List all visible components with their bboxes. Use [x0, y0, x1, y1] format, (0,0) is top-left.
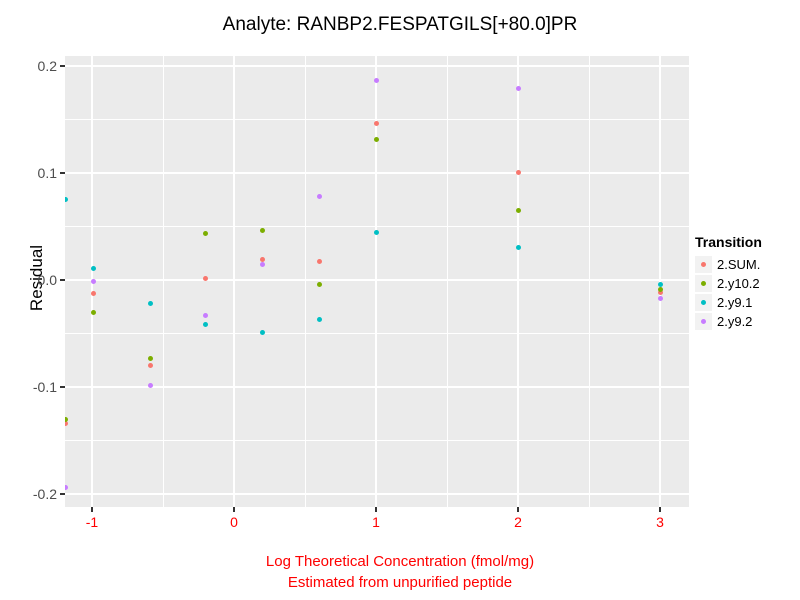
- legend-key: [695, 294, 712, 311]
- x-minor-gridline: [588, 56, 590, 507]
- y-tick-mark: [60, 279, 65, 281]
- data-point-2.SUM.: [65, 420, 68, 426]
- data-point-2.y9.1: [259, 329, 265, 335]
- data-point-2.SUM.: [90, 291, 96, 297]
- legend-dot-icon: [701, 300, 706, 305]
- data-point-2.SUM.: [259, 257, 265, 263]
- data-point-2.y9.2: [65, 485, 68, 491]
- legend-title: Transition: [695, 234, 762, 250]
- data-point-2.y9.1: [373, 230, 379, 236]
- x-minor-gridline: [304, 56, 306, 507]
- data-point-2.y10.2: [65, 416, 68, 422]
- y-minor-gridline: [65, 226, 689, 227]
- plot-panel: [65, 56, 689, 507]
- y-minor-gridline: [65, 119, 689, 120]
- data-point-2.SUM.: [373, 121, 379, 127]
- y-tick-label: 0.0: [37, 271, 57, 288]
- data-point-2.y10.2: [203, 231, 209, 237]
- y-tick-label: 0.2: [37, 57, 57, 74]
- data-point-2.y9.2: [259, 262, 265, 268]
- x-tick-label: 3: [656, 514, 664, 530]
- data-point-2.y9.2: [147, 383, 153, 389]
- data-point-2.y9.1: [515, 245, 521, 251]
- legend-row-2.y9.1: 2.y9.1: [695, 293, 762, 312]
- data-point-2.SUM.: [515, 170, 521, 176]
- legend-key: [695, 275, 712, 292]
- legend: Transition 2.SUM. 2.y10.2 2.y9.1 2.y9.2: [695, 234, 762, 331]
- data-point-2.SUM.: [203, 276, 209, 282]
- y-tick-label: -0.2: [32, 485, 57, 502]
- x-axis-title-line2: Estimated from unpurified peptide: [287, 574, 513, 591]
- y-major-gridline: [65, 386, 689, 388]
- data-point-2.y10.2: [515, 207, 521, 213]
- data-point-2.SUM.: [316, 259, 322, 265]
- y-tick-mark: [60, 493, 65, 495]
- legend-dot-icon: [701, 319, 706, 324]
- data-point-2.SUM.: [657, 290, 663, 296]
- data-point-2.y9.2: [373, 78, 379, 84]
- y-major-gridline: [65, 65, 689, 67]
- x-tick-label: 1: [372, 514, 380, 530]
- legend-dot-icon: [701, 262, 706, 267]
- x-axis-title-line1: Log Theoretical Concentration (fmol/mg): [265, 553, 535, 570]
- x-tick-mark: [517, 507, 519, 512]
- legend-row-2.SUM.: 2.SUM.: [695, 255, 762, 274]
- data-point-2.y9.1: [65, 197, 68, 203]
- x-major-gridline: [659, 56, 661, 507]
- x-tick-label: 2: [514, 514, 522, 530]
- legend-row-2.y9.2: 2.y9.2: [695, 312, 762, 331]
- data-point-2.y10.2: [373, 137, 379, 143]
- x-minor-gridline: [162, 56, 164, 507]
- data-point-2.y10.2: [657, 287, 663, 293]
- data-point-2.y9.2: [316, 193, 322, 199]
- legend-dot-icon: [701, 281, 706, 286]
- y-major-gridline: [65, 172, 689, 174]
- data-point-2.SUM.: [147, 363, 153, 369]
- x-major-gridline: [233, 56, 235, 507]
- legend-key: [695, 256, 712, 273]
- x-major-gridline: [517, 56, 519, 507]
- x-tick-label: 0: [230, 514, 238, 530]
- y-tick-label: 0.1: [37, 164, 57, 181]
- legend-items: 2.SUM. 2.y10.2 2.y9.1 2.y9.2: [695, 255, 762, 331]
- data-point-2.y9.2: [203, 312, 209, 318]
- y-tick-mark: [60, 386, 65, 388]
- x-major-gridline: [375, 56, 377, 507]
- y-minor-gridline: [65, 333, 689, 334]
- x-tick-mark: [659, 507, 661, 512]
- data-point-2.y10.2: [90, 309, 96, 315]
- data-point-2.y9.2: [90, 278, 96, 284]
- data-point-2.y10.2: [259, 228, 265, 234]
- x-minor-gridline: [446, 56, 448, 507]
- data-point-2.y9.2: [657, 295, 663, 301]
- legend-label: 2.SUM.: [717, 257, 761, 272]
- y-tick-mark: [60, 65, 65, 67]
- data-point-2.y9.1: [147, 300, 153, 306]
- x-tick-mark: [375, 507, 377, 512]
- legend-key: [695, 313, 712, 330]
- legend-row-2.y10.2: 2.y10.2: [695, 274, 762, 293]
- y-tick-label: -0.1: [32, 378, 57, 395]
- data-point-2.y10.2: [316, 281, 322, 287]
- legend-label: 2.y9.1: [717, 295, 753, 310]
- data-point-2.y9.1: [203, 322, 209, 328]
- y-tick-mark: [60, 172, 65, 174]
- y-major-gridline: [65, 493, 689, 495]
- legend-label: 2.y10.2: [717, 276, 760, 291]
- plot-title: Analyte: RANBP2.FESPATGILS[+80.0]PR: [222, 14, 578, 35]
- x-axis-title: Log Theoretical Concentration (fmol/mg) …: [0, 551, 800, 593]
- x-tick-mark: [91, 507, 93, 512]
- data-point-2.y9.1: [90, 265, 96, 271]
- data-point-2.y9.1: [657, 281, 663, 287]
- y-major-gridline: [65, 279, 689, 281]
- legend-label: 2.y9.2: [717, 314, 753, 329]
- x-tick-label: -1: [85, 514, 99, 530]
- data-point-2.y9.1: [316, 317, 322, 323]
- y-minor-gridline: [65, 440, 689, 441]
- data-point-2.y9.2: [515, 85, 521, 91]
- data-point-2.y10.2: [147, 355, 153, 361]
- x-tick-mark: [233, 507, 235, 512]
